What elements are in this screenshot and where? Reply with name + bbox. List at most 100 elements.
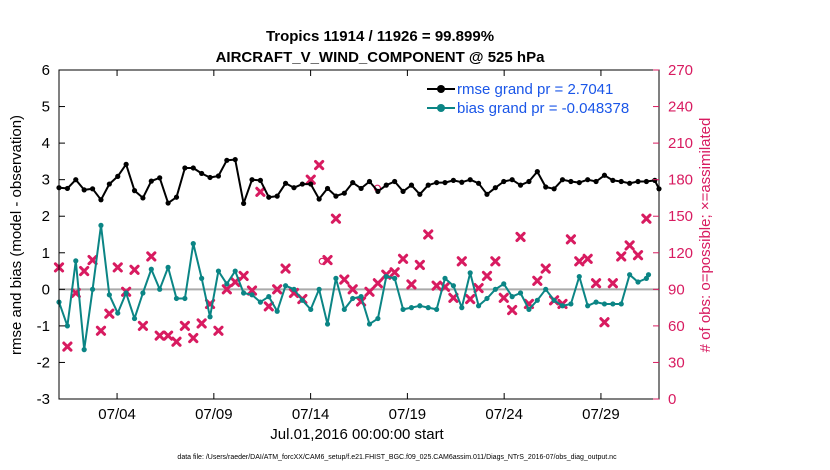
obs-count-marker [213, 325, 224, 336]
bias-point [350, 295, 356, 302]
bias-point [559, 303, 566, 309]
obs-count-marker [129, 264, 140, 275]
obs-count-marker [431, 280, 442, 291]
bias-point [417, 303, 423, 309]
rmse-point [81, 187, 87, 193]
obs-count-marker [473, 283, 484, 294]
bias-point [98, 222, 104, 228]
rmse-point [308, 181, 314, 187]
rmse-point [333, 193, 339, 199]
bias-point [115, 310, 121, 316]
rmse-point [215, 173, 222, 179]
obs-count-marker [62, 341, 73, 352]
legend-bias-marker [437, 104, 445, 112]
rmse-point [199, 170, 205, 177]
rmse-point [501, 178, 507, 185]
bias-point [190, 241, 196, 247]
legend: rmse grand pr = 2.7041 bias grand pr = -… [427, 81, 629, 117]
legend-rmse-marker [437, 85, 445, 93]
rmse-point [459, 179, 465, 185]
y-right-tick-label: 180 [668, 172, 693, 189]
obs-count-marker [515, 231, 526, 243]
bias-point [173, 295, 180, 302]
bias-point [241, 290, 247, 296]
rmse-point [64, 185, 70, 192]
rmse-point [115, 173, 121, 179]
obs-count-marker [87, 254, 98, 266]
rmse-point [417, 191, 423, 197]
rmse-point [106, 181, 112, 187]
y-right-tick-label: 210 [668, 135, 693, 152]
obs-count-marker [607, 278, 618, 289]
bias-point [324, 321, 331, 327]
x-tick-label: 07/04 [98, 406, 136, 423]
obs-count-marker [339, 274, 350, 285]
y-right-tick-label: 60 [668, 318, 685, 335]
obs-count-marker [574, 256, 585, 267]
bias-point [207, 314, 213, 320]
rmse-point [182, 165, 188, 171]
obs-count-marker [498, 292, 509, 303]
rmse-point [383, 182, 389, 188]
rmse-point [400, 188, 406, 194]
bias-point [475, 303, 482, 309]
plot-area [53, 69, 662, 400]
bias-point [526, 306, 532, 313]
rmse-point [484, 191, 490, 197]
bias-point [576, 273, 582, 280]
bias-point [442, 275, 448, 281]
rmse-point [576, 179, 582, 186]
y-axis-left: -3 -2 -1 0 1 2 3 4 5 6 [37, 62, 65, 408]
obs-count-marker [397, 253, 409, 264]
y-right-tick-label: 0 [668, 391, 676, 408]
rmse-point [568, 178, 574, 185]
rmse-point [492, 185, 498, 191]
y-left-tick-label: 3 [42, 172, 50, 189]
bias-point [316, 286, 322, 292]
bias-point [375, 315, 381, 322]
rmse-point [425, 182, 431, 188]
rmse-point [559, 177, 566, 183]
bias-point [492, 286, 498, 292]
rmse-point [618, 178, 624, 185]
x-axis: 07/04 07/09 07/14 07/19 07/24 07/29 [98, 70, 620, 423]
obs-count-marker [347, 284, 358, 295]
obs-count-marker [364, 286, 375, 297]
bias-point [392, 275, 398, 281]
bias-point [232, 268, 238, 274]
y-right-tick-label: 270 [668, 62, 693, 79]
bias-point [182, 295, 188, 302]
obs-count-marker [179, 320, 190, 331]
obs-count-marker [305, 174, 316, 185]
rmse-point [341, 190, 347, 196]
bias-point [568, 301, 574, 307]
bias-point [89, 286, 96, 292]
bias-point [249, 292, 255, 298]
obs-count-marker [238, 270, 249, 282]
obs-count-marker [624, 240, 635, 251]
y-right-tick-label: 240 [668, 99, 693, 116]
rmse-point [635, 178, 641, 185]
obs-count-marker [532, 275, 543, 286]
y-left-tick-label: 1 [42, 245, 50, 262]
bias-point [501, 281, 507, 287]
bias-point [408, 305, 415, 311]
y-left-tick-label: 4 [42, 135, 50, 152]
bias-point [585, 303, 591, 309]
x-tick-label: 07/14 [292, 406, 330, 423]
bias-point [81, 347, 87, 353]
rmse-point [375, 188, 381, 194]
bias-point [467, 270, 473, 276]
y-right-tick-label: 150 [668, 208, 693, 225]
obs-count-marker [146, 251, 157, 262]
rmse-point [627, 180, 633, 186]
obs-count-marker [288, 287, 300, 299]
rmse-point [131, 188, 138, 194]
bias-point [333, 275, 339, 281]
bias-point [425, 305, 431, 311]
rmse-point [534, 169, 540, 175]
y-axis-left-label: rmse and bias (model - observation) [8, 115, 25, 355]
rmse-point [585, 177, 591, 183]
obs-count-marker [590, 278, 602, 289]
data-file-footnote: data file: /Users/raeder/DAI/ATM_forcXX/… [177, 454, 617, 461]
